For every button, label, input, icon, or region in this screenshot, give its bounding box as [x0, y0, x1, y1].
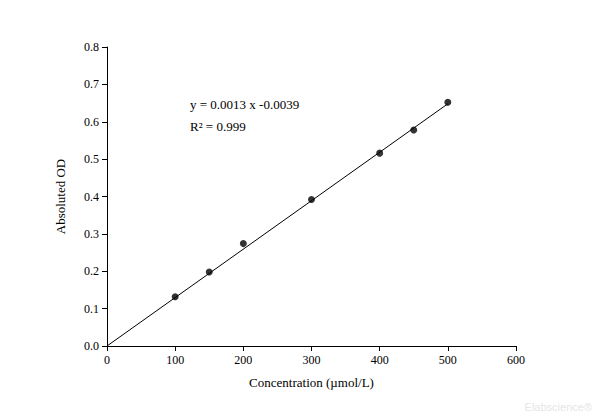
- svg-text:200: 200: [234, 353, 252, 367]
- svg-text:0.6: 0.6: [84, 115, 99, 129]
- svg-text:R² = 0.999: R² = 0.999: [190, 119, 246, 134]
- svg-text:400: 400: [371, 353, 389, 367]
- svg-text:0.4: 0.4: [84, 190, 99, 204]
- svg-text:Concentration (µmol/L): Concentration (µmol/L): [249, 375, 374, 390]
- svg-text:0.5: 0.5: [84, 152, 99, 166]
- svg-text:Elabscience®: Elabscience®: [525, 401, 592, 413]
- svg-text:500: 500: [439, 353, 457, 367]
- svg-text:0.1: 0.1: [84, 302, 99, 316]
- svg-text:0: 0: [104, 353, 110, 367]
- svg-text:0.3: 0.3: [84, 227, 99, 241]
- svg-text:0.7: 0.7: [84, 77, 99, 91]
- svg-text:100: 100: [166, 353, 184, 367]
- svg-text:Absoluted OD: Absoluted OD: [53, 159, 68, 234]
- svg-text:y = 0.0013 x -0.0039: y = 0.0013 x -0.0039: [190, 97, 299, 112]
- svg-text:0.2: 0.2: [84, 264, 99, 278]
- svg-text:0.8: 0.8: [84, 40, 99, 54]
- svg-text:600: 600: [507, 353, 525, 367]
- svg-text:0.0: 0.0: [84, 339, 99, 353]
- svg-text:300: 300: [303, 353, 321, 367]
